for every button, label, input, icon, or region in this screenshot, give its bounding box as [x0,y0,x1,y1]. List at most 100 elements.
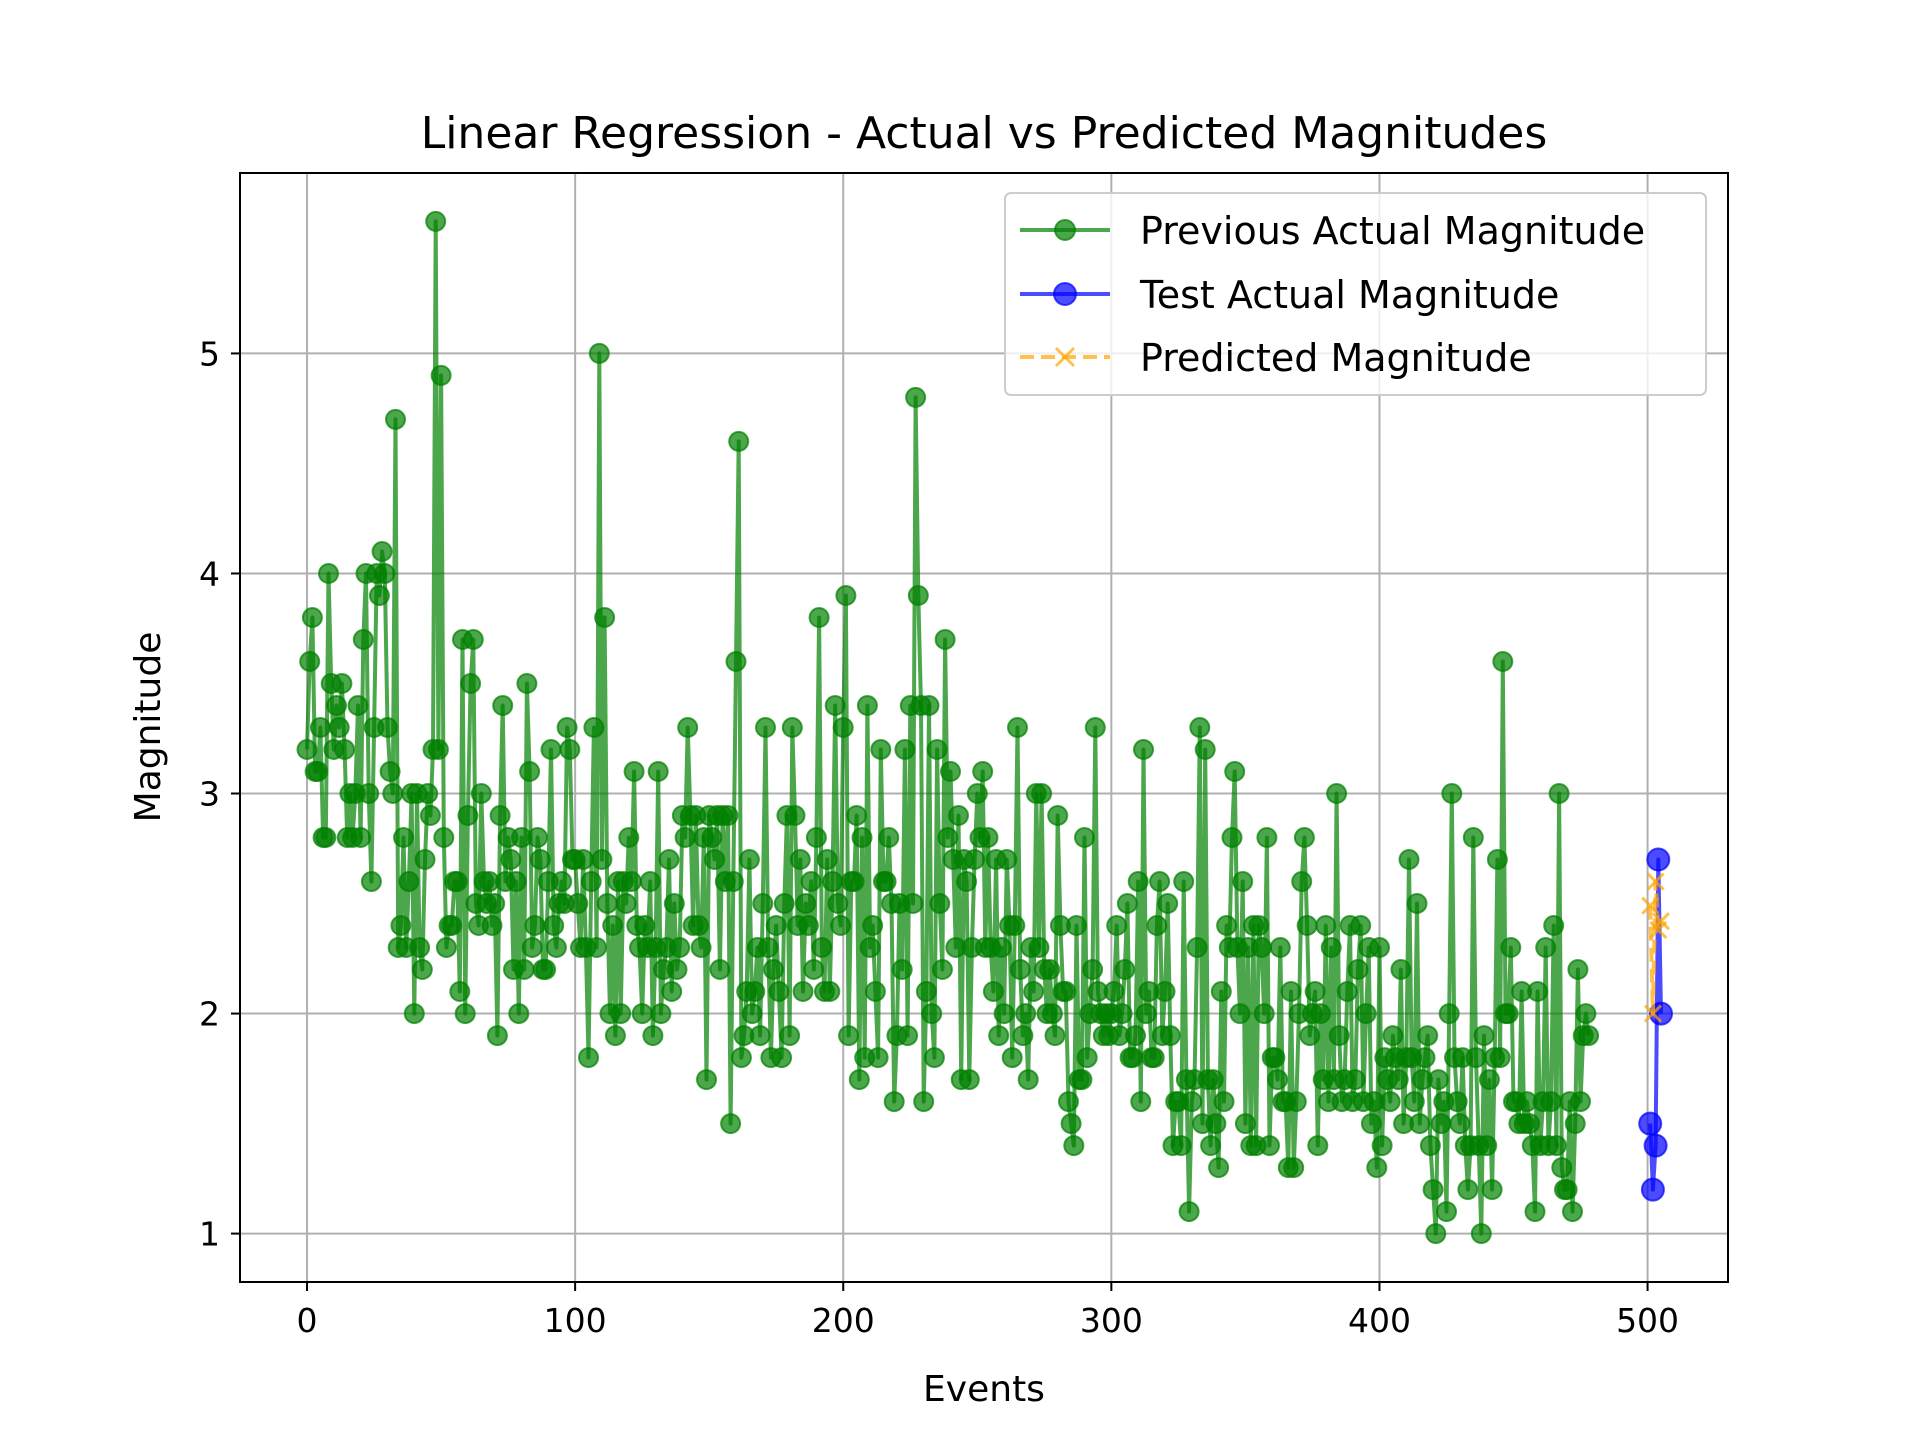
data-point [1304,981,1326,1002]
data-point [586,937,608,958]
data-point [1371,1135,1393,1157]
data-point [1519,1113,1541,1135]
x-tick-label: 500 [1616,1301,1679,1340]
data-point [816,849,838,870]
data-point [674,827,696,848]
data-point [524,915,546,936]
data-point [781,717,803,738]
data-point [433,827,455,848]
data-point [717,805,739,826]
data-point [918,695,940,716]
data-point [1071,1069,1093,1091]
data-point [1181,1091,1203,1113]
x-tick-label: 400 [1348,1301,1411,1340]
data-point [1419,1135,1441,1157]
data-point [551,871,573,892]
data-point [773,893,795,914]
data-point [1390,959,1412,980]
data-point [1256,827,1278,848]
legend-item-test-actual: Test Actual Magnitude [1020,273,1559,317]
data-point [797,915,819,936]
legend-marker-test-actual [1053,282,1077,306]
legend-item-previous-actual: Previous Actual Magnitude [1020,209,1645,253]
data-point [795,893,817,914]
data-point [1055,981,1077,1002]
data-point [1114,959,1136,980]
data-point [768,981,790,1002]
data-point [862,915,884,936]
data-point [1570,1091,1591,1113]
data-point [661,981,683,1002]
data-point [1127,871,1149,892]
data-point [1149,871,1171,892]
data-point [1296,915,1318,936]
data-point [1641,896,1660,915]
data-point [1170,1135,1192,1157]
data-point [500,849,522,870]
data-point [385,408,406,430]
legend-box [1004,192,1707,396]
data-point [411,959,433,980]
data-point [990,937,1012,958]
data-point [1015,1003,1037,1025]
data-point [875,871,897,892]
data-point [484,893,506,914]
legend: Previous Actual Magnitude Test Actual Ma… [1004,192,1707,396]
data-point [730,1047,752,1069]
data-point [1646,847,1671,872]
data-point [1486,849,1508,870]
data-point [720,1113,742,1135]
data-point [851,827,873,848]
data-point [347,695,369,716]
data-point [1159,1025,1181,1047]
data-point [722,871,744,892]
data-point [948,805,969,826]
data-point [1186,937,1208,958]
data-point [1116,893,1138,914]
data-point [867,1047,889,1069]
data-point [559,739,581,760]
data-point [1422,1179,1444,1201]
data-point [1470,1223,1492,1245]
data-point [738,849,760,870]
data-point [1130,1091,1152,1113]
data-point [1640,1177,1665,1202]
data-point [902,893,924,914]
data-point [1299,1025,1321,1047]
data-point [1076,1047,1098,1069]
data-point [1173,871,1195,892]
data-point [1436,1201,1457,1223]
data-point [1347,959,1369,980]
data-point [1106,915,1128,936]
data-point [1567,959,1589,980]
data-point [1047,805,1069,826]
data-point [470,783,492,804]
data-point [856,695,878,716]
data-point [1307,1135,1329,1157]
data-point [393,827,414,848]
data-point [309,717,331,738]
series-previous-actual-magnitude [296,210,1600,1245]
data-point [535,959,557,980]
data-point [1125,1025,1146,1047]
data-point [301,607,323,628]
data-point [704,849,726,870]
data-point [505,871,527,892]
data-point [390,915,412,936]
data-point [591,849,613,870]
data-point [1651,912,1671,931]
y-tick-label: 5 [199,334,220,373]
data-point [929,893,951,914]
data-point [1178,1201,1200,1223]
data-point [1063,1135,1085,1157]
data-point [334,739,356,760]
y-tick-label: 4 [199,554,220,593]
data-point [993,1003,1015,1025]
data-point [1103,981,1125,1002]
data-point [744,981,766,1002]
legend-marker-previous-actual [1054,219,1076,241]
legend-label-test-actual: Test Actual Magnitude [1139,273,1559,317]
data-point [430,364,452,386]
data-point [1283,1157,1305,1179]
data-point [926,739,948,760]
